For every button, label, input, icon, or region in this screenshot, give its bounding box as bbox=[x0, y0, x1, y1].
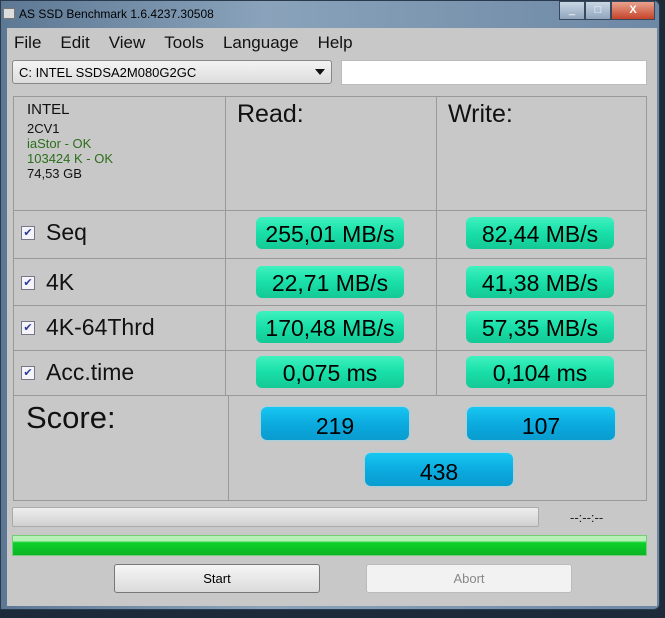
acc-time-write-value: 0,104 ms bbox=[466, 356, 614, 388]
maximize-button[interactable]: □ bbox=[585, 1, 611, 20]
close-button[interactable]: X bbox=[611, 1, 655, 20]
menu-help[interactable]: Help bbox=[317, 33, 353, 52]
alignment-status: 103424 K - OK bbox=[27, 151, 113, 166]
acc-time-read-value: 0,075 ms bbox=[256, 356, 404, 388]
write-score: 107 bbox=[467, 407, 615, 440]
4k-read-value: 22,71 MB/s bbox=[256, 266, 404, 298]
row-label: Acc.time bbox=[46, 359, 135, 385]
seq-write-value: 82,44 MB/s bbox=[466, 217, 614, 249]
elapsed-timer: --:--:-- bbox=[570, 510, 604, 525]
abort-button[interactable]: Abort bbox=[366, 564, 572, 593]
4k-checkbox[interactable]: ✔ bbox=[21, 275, 35, 290]
seq-read-value: 255,01 MB/s bbox=[256, 217, 404, 249]
driver-status: iaStor - OK bbox=[27, 136, 92, 151]
score-label: Score: bbox=[26, 400, 116, 435]
start-button[interactable]: Start bbox=[114, 564, 320, 593]
row-label: 4K-64Thrd bbox=[46, 314, 155, 340]
menu-bar: File Edit View Tools Language Help bbox=[14, 33, 372, 53]
status-bar bbox=[12, 535, 647, 556]
chevron-down-icon bbox=[315, 69, 325, 75]
4k-64thrd-write-value: 57,35 MB/s bbox=[466, 311, 614, 343]
write-header: Write: bbox=[448, 100, 513, 128]
4k-write-value: 41,38 MB/s bbox=[466, 266, 614, 298]
acc-time-checkbox[interactable]: ✔ bbox=[21, 365, 35, 380]
minimize-button[interactable]: _ bbox=[559, 1, 585, 20]
drive-select[interactable]: C: INTEL SSDSA2M080G2GC bbox=[12, 60, 332, 84]
menu-language[interactable]: Language bbox=[222, 33, 299, 52]
4k-64thrd-read-value: 170,48 MB/s bbox=[256, 311, 404, 343]
read-header: Read: bbox=[237, 100, 304, 128]
results-grid: INTEL 2CV1 iaStor - OK 103424 K - OK 74,… bbox=[13, 96, 647, 501]
menu-view[interactable]: View bbox=[108, 33, 146, 52]
drive-size: 74,53 GB bbox=[27, 166, 82, 181]
menu-tools[interactable]: Tools bbox=[164, 33, 204, 52]
menu-file[interactable]: File bbox=[14, 33, 42, 52]
seq-checkbox[interactable]: ✔ bbox=[21, 225, 35, 240]
row-seq: ✔ Seq bbox=[21, 219, 87, 246]
benchmark-progress-bar bbox=[12, 507, 539, 527]
window-title: AS SSD Benchmark 1.6.4237.30508 bbox=[19, 7, 214, 21]
drive-vendor: INTEL bbox=[27, 101, 70, 118]
row-label: Seq bbox=[46, 219, 87, 245]
row-acc-time: ✔ Acc.time bbox=[21, 359, 134, 386]
total-score: 438 bbox=[365, 453, 513, 486]
drive-info: INTEL 2CV1 iaStor - OK 103424 K - OK 74,… bbox=[27, 102, 113, 181]
row-label: 4K bbox=[46, 269, 75, 295]
drive-firmware: 2CV1 bbox=[27, 121, 60, 136]
text-field[interactable] bbox=[341, 60, 647, 85]
4k-64thrd-checkbox[interactable]: ✔ bbox=[21, 320, 35, 335]
menu-edit[interactable]: Edit bbox=[60, 33, 90, 52]
app-icon bbox=[3, 8, 15, 19]
drive-select-value: C: INTEL SSDSA2M080G2GC bbox=[19, 65, 197, 80]
read-score: 219 bbox=[261, 407, 409, 440]
row-4k-64thrd: ✔ 4K-64Thrd bbox=[21, 314, 155, 341]
row-4k: ✔ 4K bbox=[21, 269, 74, 296]
